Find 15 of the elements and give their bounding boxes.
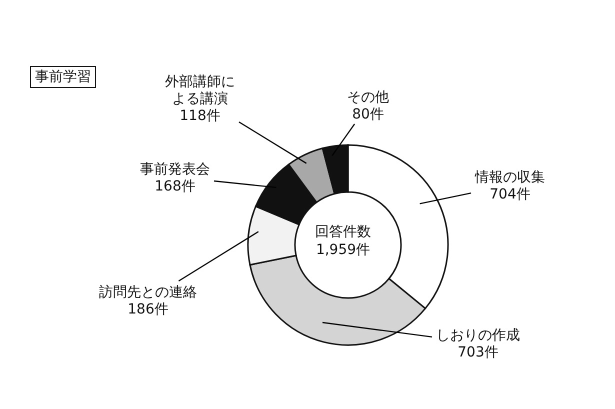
slice-label: 外部講師による講演 (165, 74, 235, 107)
text: 1,959件 (316, 242, 370, 258)
chart-title: 事前学習 (30, 66, 96, 88)
slice-label: しおりの作成 (436, 328, 520, 344)
data-label: 704件 (490, 186, 530, 202)
slice-label: 情報の収集 (474, 170, 545, 186)
text: 回答件数 (315, 224, 371, 240)
slice-label: 事前発表会 (140, 162, 210, 178)
data-label: 168件 (154, 178, 196, 194)
data-label: 186件 (128, 302, 168, 318)
data-label: 118件 (180, 108, 220, 124)
slice-label: その他 (347, 90, 389, 106)
data-label: 703件 (458, 344, 498, 360)
slice-label: 訪問先との連絡 (99, 284, 197, 300)
data-label: 80件 (352, 106, 384, 122)
